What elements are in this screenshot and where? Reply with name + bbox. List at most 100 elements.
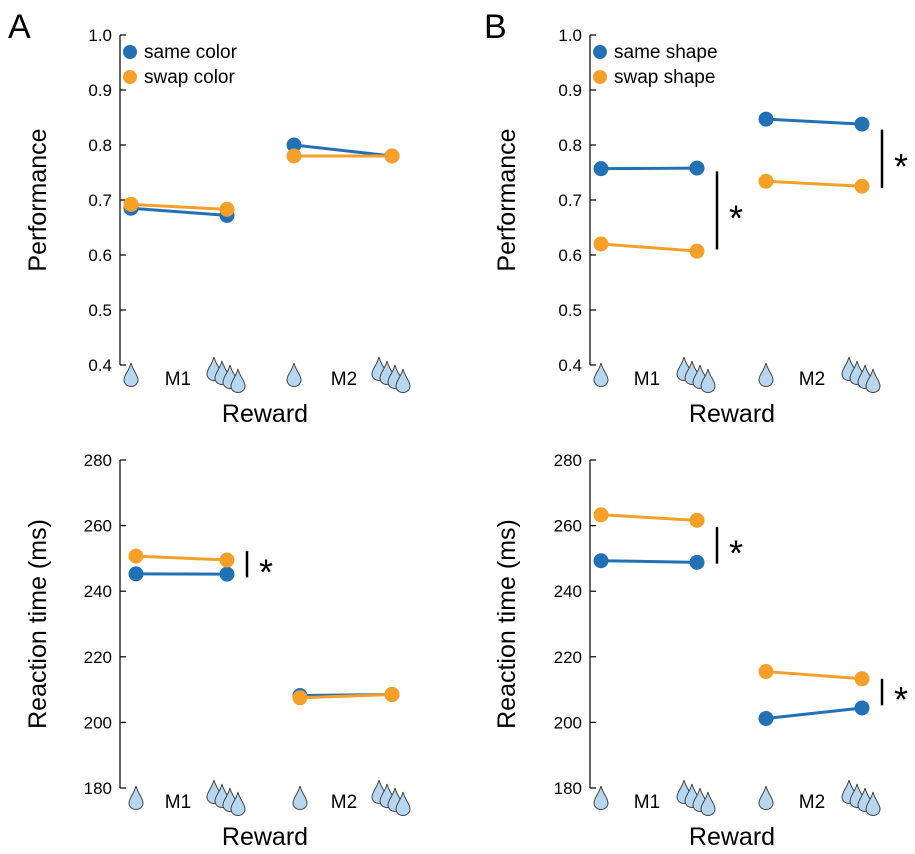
water-drop-icon (395, 368, 411, 393)
y-axis-label: Performance (24, 128, 52, 271)
water-drop-icon (758, 785, 774, 810)
data-point (219, 566, 235, 582)
y-tick-label: 240 (84, 582, 112, 601)
water-drop-icon (865, 368, 881, 393)
y-tick-label: 240 (554, 582, 582, 601)
x-axis-label: Reward (222, 400, 308, 428)
water-drop-icon (593, 785, 609, 810)
data-point (593, 161, 609, 177)
y-tick-label: 0.9 (558, 81, 582, 100)
y-tick-label: 0.7 (558, 191, 582, 210)
water-drop-icon (128, 785, 144, 810)
y-tick-label: 0.4 (88, 356, 112, 375)
data-point (689, 554, 705, 570)
significance-star: * (729, 197, 743, 238)
series-line (600, 559, 698, 564)
water-drop-icon (700, 368, 716, 393)
data-point (854, 700, 870, 716)
y-tick-label: 220 (554, 648, 582, 667)
panel-letter-b: B (484, 8, 507, 46)
y-tick-label: 280 (554, 451, 582, 470)
significance-star: * (259, 551, 273, 592)
legend-label: same color (144, 42, 238, 63)
series-line (765, 706, 863, 720)
data-point (758, 111, 774, 127)
significance-star: * (894, 679, 908, 720)
data-point (854, 178, 870, 194)
y-tick-label: 0.5 (88, 301, 112, 320)
legend-label: same shape (614, 42, 718, 63)
chart-A-performance: 0.4 0.5 0.6 0.7 0.8 0.9 1.0 Performance Reward M1… (24, 26, 411, 428)
legend-marker (123, 45, 137, 59)
water-drop-icon (292, 785, 308, 810)
data-point (286, 137, 302, 153)
series-line (135, 554, 228, 562)
water-drop-icon (230, 791, 246, 816)
data-point (758, 664, 774, 680)
chart-B-reaction-time: 180 200 220 240 260 280 Reaction time (ms) Rewa… (493, 451, 908, 851)
data-point (286, 148, 302, 164)
series-line (600, 242, 698, 253)
series-line (765, 179, 863, 188)
data-point (854, 671, 870, 687)
chart-B-performance: 0.4 0.5 0.6 0.7 0.8 0.9 1.0 Performance Reward M1… (493, 26, 908, 428)
group-label-m2: M2 (799, 369, 825, 390)
data-point (689, 160, 705, 176)
data-point (854, 116, 870, 132)
y-tick-label: 0.7 (88, 191, 112, 210)
y-tick-label: 1.0 (88, 26, 112, 45)
legend-label: swap color (144, 67, 235, 88)
data-point (758, 173, 774, 189)
y-tick-label: 260 (84, 517, 112, 536)
water-drop-icon (758, 362, 774, 387)
group-label-m1: M1 (165, 792, 191, 813)
series-line (299, 693, 393, 700)
y-tick-label: 280 (84, 451, 112, 470)
data-point (292, 690, 308, 706)
group-label-m2: M2 (331, 792, 357, 813)
x-axis-label: Reward (689, 823, 775, 851)
series-line (600, 513, 698, 522)
panel-letter-a: A (8, 8, 31, 46)
data-point (384, 148, 400, 164)
data-point (128, 548, 144, 564)
water-drop-icon (230, 368, 246, 393)
group-label-m1: M1 (634, 369, 660, 390)
y-tick-label: 0.9 (88, 81, 112, 100)
significance-star: * (729, 532, 743, 573)
data-point (689, 512, 705, 528)
water-drop-icon (865, 791, 881, 816)
water-drop-icon (123, 362, 139, 387)
data-point (123, 196, 139, 212)
y-tick-label: 0.6 (558, 246, 582, 265)
y-axis-label: Performance (493, 128, 521, 271)
series-line (765, 670, 863, 681)
y-tick-label: 0.5 (558, 301, 582, 320)
y-tick-label: 220 (84, 648, 112, 667)
significance-star: * (894, 146, 908, 187)
data-point (219, 201, 235, 217)
data-point (384, 687, 400, 703)
data-point (758, 710, 774, 726)
x-axis-label: Reward (689, 400, 775, 428)
series-line (130, 206, 228, 217)
data-point (593, 236, 609, 252)
legend-marker (123, 70, 137, 84)
y-tick-label: 200 (84, 713, 112, 732)
series-line (130, 202, 228, 211)
series-line (293, 143, 393, 158)
group-label-m1: M1 (165, 369, 191, 390)
water-drop-icon (395, 791, 411, 816)
water-drop-icon (593, 362, 609, 387)
legend-marker (593, 45, 607, 59)
data-point (219, 552, 235, 568)
y-tick-label: 0.8 (88, 136, 112, 155)
water-drop-icon (286, 362, 302, 387)
y-axis-label: Reaction time (ms) (493, 519, 521, 729)
y-tick-label: 0.4 (558, 356, 582, 375)
data-point (593, 553, 609, 569)
y-tick-label: 1.0 (558, 26, 582, 45)
series-line (765, 117, 863, 126)
y-tick-label: 180 (554, 779, 582, 798)
